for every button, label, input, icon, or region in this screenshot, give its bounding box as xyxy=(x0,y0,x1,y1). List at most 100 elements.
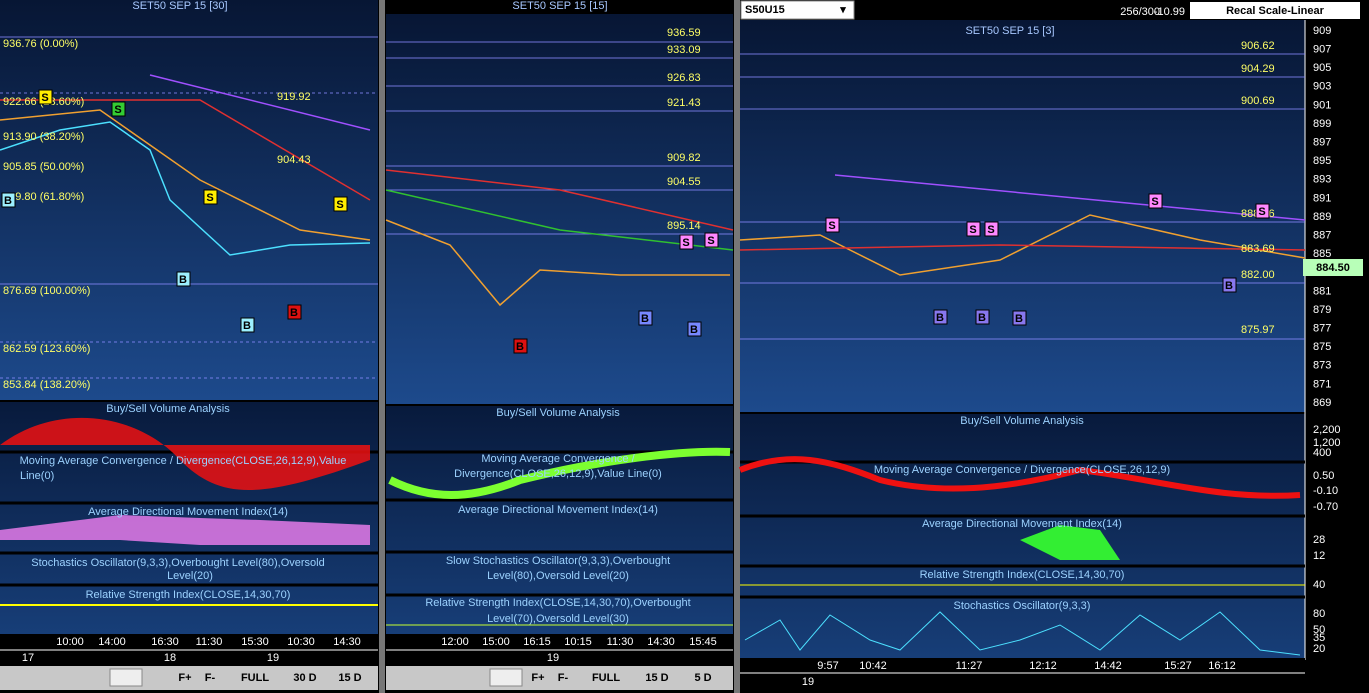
signal-label: B xyxy=(936,312,944,324)
toolbar-button[interactable]: 30 D xyxy=(293,672,316,684)
time-label: 11:27 xyxy=(956,660,983,672)
indicator-title: Moving Average Convergence / xyxy=(481,453,635,465)
axis-label: 875 xyxy=(1313,341,1331,353)
time-label: 12:00 xyxy=(441,636,469,648)
price-level: 906.62 xyxy=(1241,40,1275,52)
dropdown-arrow[interactable]: ▾ xyxy=(839,4,846,16)
date-label: 19 xyxy=(267,652,279,664)
price-level: 913.90 (38.20%) xyxy=(3,131,84,143)
indicator-title: Moving Average Convergence / Divergence(… xyxy=(20,455,347,467)
axis-label: 80 xyxy=(1313,608,1325,620)
axis-label: 871 xyxy=(1313,378,1331,390)
indicator-title: Stochastics Oscillator(9,3,3) xyxy=(954,600,1091,612)
axis-label: 893 xyxy=(1313,174,1331,186)
price-level: 875.97 xyxy=(1241,324,1275,336)
indicator-title: Average Directional Movement Index(14) xyxy=(922,518,1122,530)
price-level: 862.59 (123.60%) xyxy=(3,343,90,355)
axis-label: 885 xyxy=(1313,248,1331,260)
axis-label: 901 xyxy=(1313,99,1331,111)
axis-label: 891 xyxy=(1313,192,1331,204)
indicator-title: Buy/Sell Volume Analysis xyxy=(106,403,230,415)
indicator-title: Moving Average Convergence / Divergence(… xyxy=(874,464,1170,476)
price-level: 919.92 xyxy=(277,91,311,103)
signal-box xyxy=(704,232,719,248)
price-level: 936.59 xyxy=(667,27,701,39)
counter: 256/300 xyxy=(1120,6,1160,18)
date-label: 18 xyxy=(164,652,176,664)
signal-label: S xyxy=(1258,206,1265,218)
signal-label: S xyxy=(206,192,213,204)
signal-box xyxy=(203,189,218,205)
signal-box xyxy=(638,310,653,326)
toolbar-button[interactable]: F+ xyxy=(531,672,544,684)
signal-box xyxy=(38,89,53,105)
toolbar-button[interactable]: F- xyxy=(205,672,216,684)
signal-box xyxy=(513,338,528,354)
axis-label: 20 xyxy=(1313,643,1325,655)
indicator-title: Relative Strength Index(CLOSE,14,30,70) xyxy=(86,589,291,601)
signal-label: S xyxy=(114,104,121,116)
signal-box xyxy=(933,309,948,325)
axis-label: 905 xyxy=(1313,62,1331,74)
price-level: 899.80 (61.80%) xyxy=(3,191,84,203)
signal-box xyxy=(975,309,990,325)
toolbar-button[interactable]: 15 D xyxy=(645,672,668,684)
axis-label: 2,200 xyxy=(1313,424,1341,436)
signal-label: S xyxy=(707,235,714,247)
time-label: 11:30 xyxy=(196,636,223,648)
signal-box xyxy=(240,317,255,333)
axis-label: 873 xyxy=(1313,360,1331,372)
axis-label: 28 xyxy=(1313,534,1325,546)
axis-label: 400 xyxy=(1313,447,1331,459)
date-label: 17 xyxy=(22,652,34,664)
time-label: 14:00 xyxy=(98,636,126,648)
price-level: 921.43 xyxy=(667,97,701,109)
toolbar-button[interactable]: FULL xyxy=(241,672,269,684)
signal-label: S xyxy=(682,237,689,249)
signal-box xyxy=(1222,277,1237,293)
signal-box xyxy=(984,221,999,237)
signal-label: S xyxy=(336,199,343,211)
price-level: 883.69 xyxy=(1241,243,1275,255)
axis-label: 879 xyxy=(1313,304,1331,316)
signal-box xyxy=(287,304,302,320)
time-label: 14:30 xyxy=(647,636,675,648)
price-level: 926.83 xyxy=(667,72,701,84)
signal-label: B xyxy=(641,313,649,325)
price-level: 853.84 (138.20%) xyxy=(3,379,90,391)
time-label: 12:12 xyxy=(1029,660,1057,672)
panel-title: SET50 SEP 15 [15] xyxy=(512,0,607,12)
toolbar-button[interactable]: F+ xyxy=(178,672,191,684)
toolbar-button[interactable]: 15 D xyxy=(338,672,361,684)
time-label: 14:42 xyxy=(1094,660,1122,672)
time-label: 15:27 xyxy=(1164,660,1192,672)
date-label: 19 xyxy=(547,652,559,664)
price-level: 904.43 xyxy=(277,154,311,166)
time-label: 15:00 xyxy=(482,636,510,648)
toolbar-button[interactable]: 5 D xyxy=(694,672,711,684)
panel-title: SET50 SEP 15 [30] xyxy=(132,0,227,12)
signal-label: S xyxy=(987,224,994,236)
indicator-title: Line(0) xyxy=(20,470,54,482)
current-price: 884.50 xyxy=(1316,262,1350,274)
toolbar-button[interactable]: FULL xyxy=(592,672,620,684)
axis-label: 903 xyxy=(1313,81,1331,93)
indicator-title: Divergence(CLOSE,26,12,9),Value Line(0) xyxy=(454,468,662,480)
signal-box xyxy=(825,217,840,233)
toolbar-button[interactable]: F- xyxy=(558,672,569,684)
price-level: 876.69 (100.00%) xyxy=(3,285,90,297)
price-level: 933.09 xyxy=(667,44,701,56)
axis-label: 909 xyxy=(1313,25,1331,37)
time-label: 11:30 xyxy=(607,636,634,648)
indicator-title: Relative Strength Index(CLOSE,14,30,70) xyxy=(920,569,1125,581)
symbol-select: S50U15 xyxy=(745,4,785,16)
current-price-box xyxy=(1303,259,1363,276)
signal-label: B xyxy=(1225,280,1233,292)
signal-label: S xyxy=(969,224,976,236)
price-level: 895.14 xyxy=(667,220,701,232)
signal-box xyxy=(333,196,348,212)
time-label: 10:42 xyxy=(859,660,887,672)
time-label: 10:15 xyxy=(564,636,592,648)
